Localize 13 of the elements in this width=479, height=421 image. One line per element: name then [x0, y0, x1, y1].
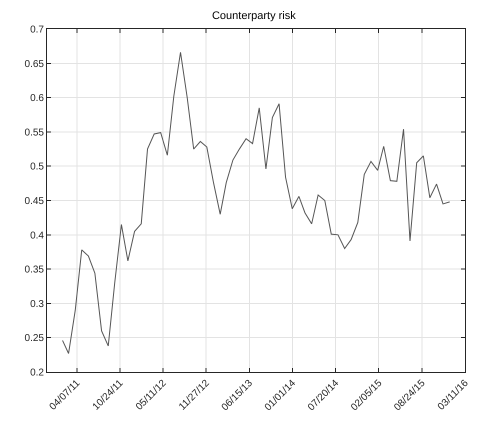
y-tick-label: 0.5 — [30, 162, 44, 173]
y-tick-label: 0.7 — [30, 24, 44, 36]
y-tick-label: 0.55 — [24, 127, 44, 138]
y-tick-label: 0.6 — [30, 93, 44, 104]
line-series — [62, 52, 450, 354]
y-tick-label: 0.65 — [24, 58, 44, 70]
y-tick-label: 0.4 — [30, 230, 44, 242]
y-tick-label: 0.35 — [24, 264, 44, 276]
chart-title: Counterparty risk — [212, 10, 296, 22]
y-tick-label: 0.3 — [30, 298, 44, 310]
y-tick-label: 0.45 — [24, 196, 44, 207]
y-tick-label: 0.25 — [24, 333, 44, 344]
y-tick-label: 0.2 — [30, 368, 44, 378]
